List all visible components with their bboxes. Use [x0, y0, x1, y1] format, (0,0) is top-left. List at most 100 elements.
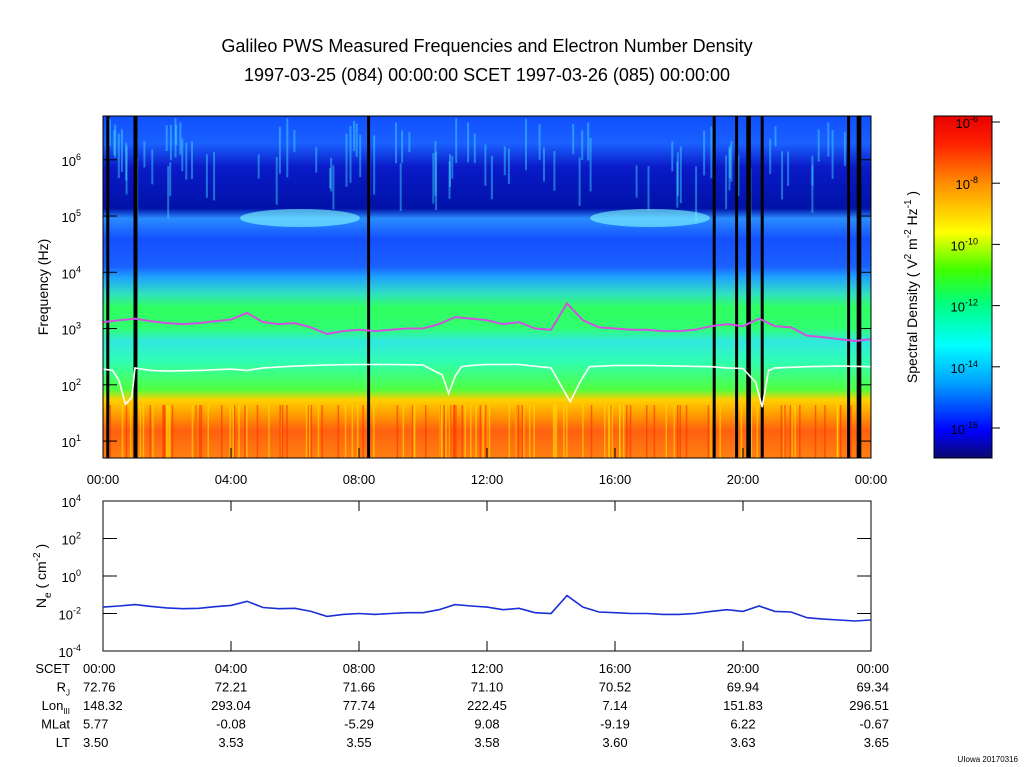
ephemeris-value: 151.83 — [723, 698, 763, 713]
spectrogram-streak — [278, 126, 281, 174]
fce-line — [103, 363, 871, 408]
y-tick-label: 105 — [62, 208, 81, 225]
spectrogram-streak — [330, 157, 333, 192]
spectrogram-streak — [553, 151, 556, 191]
spectrogram-streak — [307, 405, 310, 458]
spectrogram-streak — [707, 405, 710, 458]
spectrogram-streak — [824, 405, 826, 458]
spectrogram-streak — [449, 154, 451, 188]
spectrogram-streak — [448, 161, 451, 199]
spectrogram-streak — [321, 405, 323, 458]
spectrogram-streak — [503, 146, 506, 176]
spectrogram-streak — [538, 124, 541, 160]
spectrogram-streak — [191, 405, 194, 458]
spectrogram-streak — [629, 405, 632, 458]
spectrogram-streak — [609, 405, 611, 458]
spectrogram-streak — [451, 155, 454, 179]
spectrogram-streak — [507, 148, 510, 184]
spectrogram-streak — [268, 405, 270, 458]
spectrogram-streak — [710, 126, 713, 179]
ephemeris-value: 00:00 — [856, 661, 889, 676]
spectrogram-streak — [811, 155, 814, 213]
colorbar-ticks: 10-6 10-8 10-10 10-12 10-14 10-16 — [951, 114, 1000, 437]
spectrogram-streak — [305, 405, 308, 458]
spectrogram-streak — [685, 405, 688, 458]
spectrogram-streak — [435, 151, 438, 210]
spectrogram-streak — [432, 153, 435, 204]
spectrogram-streak — [461, 405, 464, 458]
spectrogram-streak — [207, 405, 209, 458]
spectrogram-streak — [521, 405, 524, 458]
spectrogram-streak — [167, 166, 170, 219]
spectrogram-streak — [728, 148, 731, 191]
spectrogram-streak — [590, 405, 593, 458]
ephemeris-value: 222.45 — [467, 698, 507, 713]
spectrogram-streak — [473, 133, 476, 164]
chart-title: Galileo PWS Measured Frequencies and Ele… — [221, 36, 752, 56]
ephemeris-value: 3.60 — [602, 735, 627, 750]
y-tick-label: 104 — [62, 493, 81, 510]
spectrogram-streak — [281, 405, 284, 458]
ephemeris-value: 77.74 — [343, 698, 376, 713]
spectrogram-streak — [695, 166, 698, 223]
ephemeris-row-label: LonIII — [42, 698, 70, 716]
spectrogram-streak — [665, 405, 667, 458]
ephemeris-row-label: RJ — [57, 680, 70, 698]
spectrogram-streak — [827, 122, 830, 157]
spectrogram-band — [240, 209, 360, 227]
spectrogram-streak — [445, 405, 447, 458]
ephemeris-value: 70.52 — [599, 680, 632, 695]
spectrogram-streak — [850, 405, 852, 458]
spectrogram-streak — [552, 405, 555, 458]
spectrogram-streak — [143, 141, 146, 168]
ephemeris-value: -9.19 — [600, 717, 630, 732]
spectrogram-streak — [412, 405, 415, 458]
spectrogram-band — [590, 209, 710, 227]
spectrogram-streak — [610, 405, 612, 458]
spectrogram-streak — [164, 405, 166, 458]
spectrogram-streak — [181, 138, 184, 172]
spectrogram-streak — [728, 146, 731, 178]
y-tick-label: 103 — [62, 321, 81, 338]
spectrogram-streak — [149, 405, 151, 458]
spectrogram-streak — [508, 405, 511, 458]
spectrogram-streak — [401, 130, 404, 163]
spectrogram-streak — [676, 152, 679, 197]
spectrogram-streak — [232, 405, 234, 458]
spectrogram-streak — [332, 165, 335, 210]
ephemeris-value: 293.04 — [211, 698, 251, 713]
ephemeris-value: 20:00 — [727, 661, 760, 676]
spectrogram-streak — [811, 165, 814, 186]
fpe-line — [103, 301, 871, 343]
spectrogram-streak — [789, 405, 792, 458]
spectrogram-streak — [737, 155, 740, 197]
spectrogram-streak — [213, 152, 216, 201]
x-tick-label: 08:00 — [343, 472, 376, 487]
ephemeris-value: 71.10 — [471, 680, 504, 695]
spectrogram-streak — [152, 405, 154, 458]
spectrogram-streak — [256, 405, 259, 458]
spectrogram-streak — [554, 405, 556, 458]
spectrogram-streak — [774, 126, 777, 147]
spectrogram-streak — [703, 130, 706, 176]
spectrogram-streak — [425, 405, 427, 458]
spectrogram-streak — [791, 405, 793, 458]
spectrogram-streak — [317, 405, 320, 458]
spectrogram-streak — [169, 162, 172, 197]
ephemeris-value: 3.58 — [474, 735, 499, 750]
colorbar-tick-label: 10-16 — [951, 420, 978, 437]
ephemeris-value: 3.53 — [218, 735, 243, 750]
spectrogram-streak — [233, 405, 236, 458]
spectrogram-streak — [349, 125, 352, 183]
ephemeris-value: 12:00 — [471, 661, 504, 676]
spectrogram-streak — [525, 118, 527, 171]
spectrogram-streak — [238, 405, 240, 458]
density-frame — [102, 500, 872, 652]
spectrogram-streak — [171, 405, 174, 458]
x-tick-label: 20:00 — [727, 472, 760, 487]
spectrogram-streak — [646, 405, 648, 458]
spectrogram-streak — [484, 144, 487, 186]
spectrogram-streak — [710, 405, 712, 458]
spectrogram-streak — [679, 146, 682, 204]
spectrogram-streak — [165, 405, 168, 458]
